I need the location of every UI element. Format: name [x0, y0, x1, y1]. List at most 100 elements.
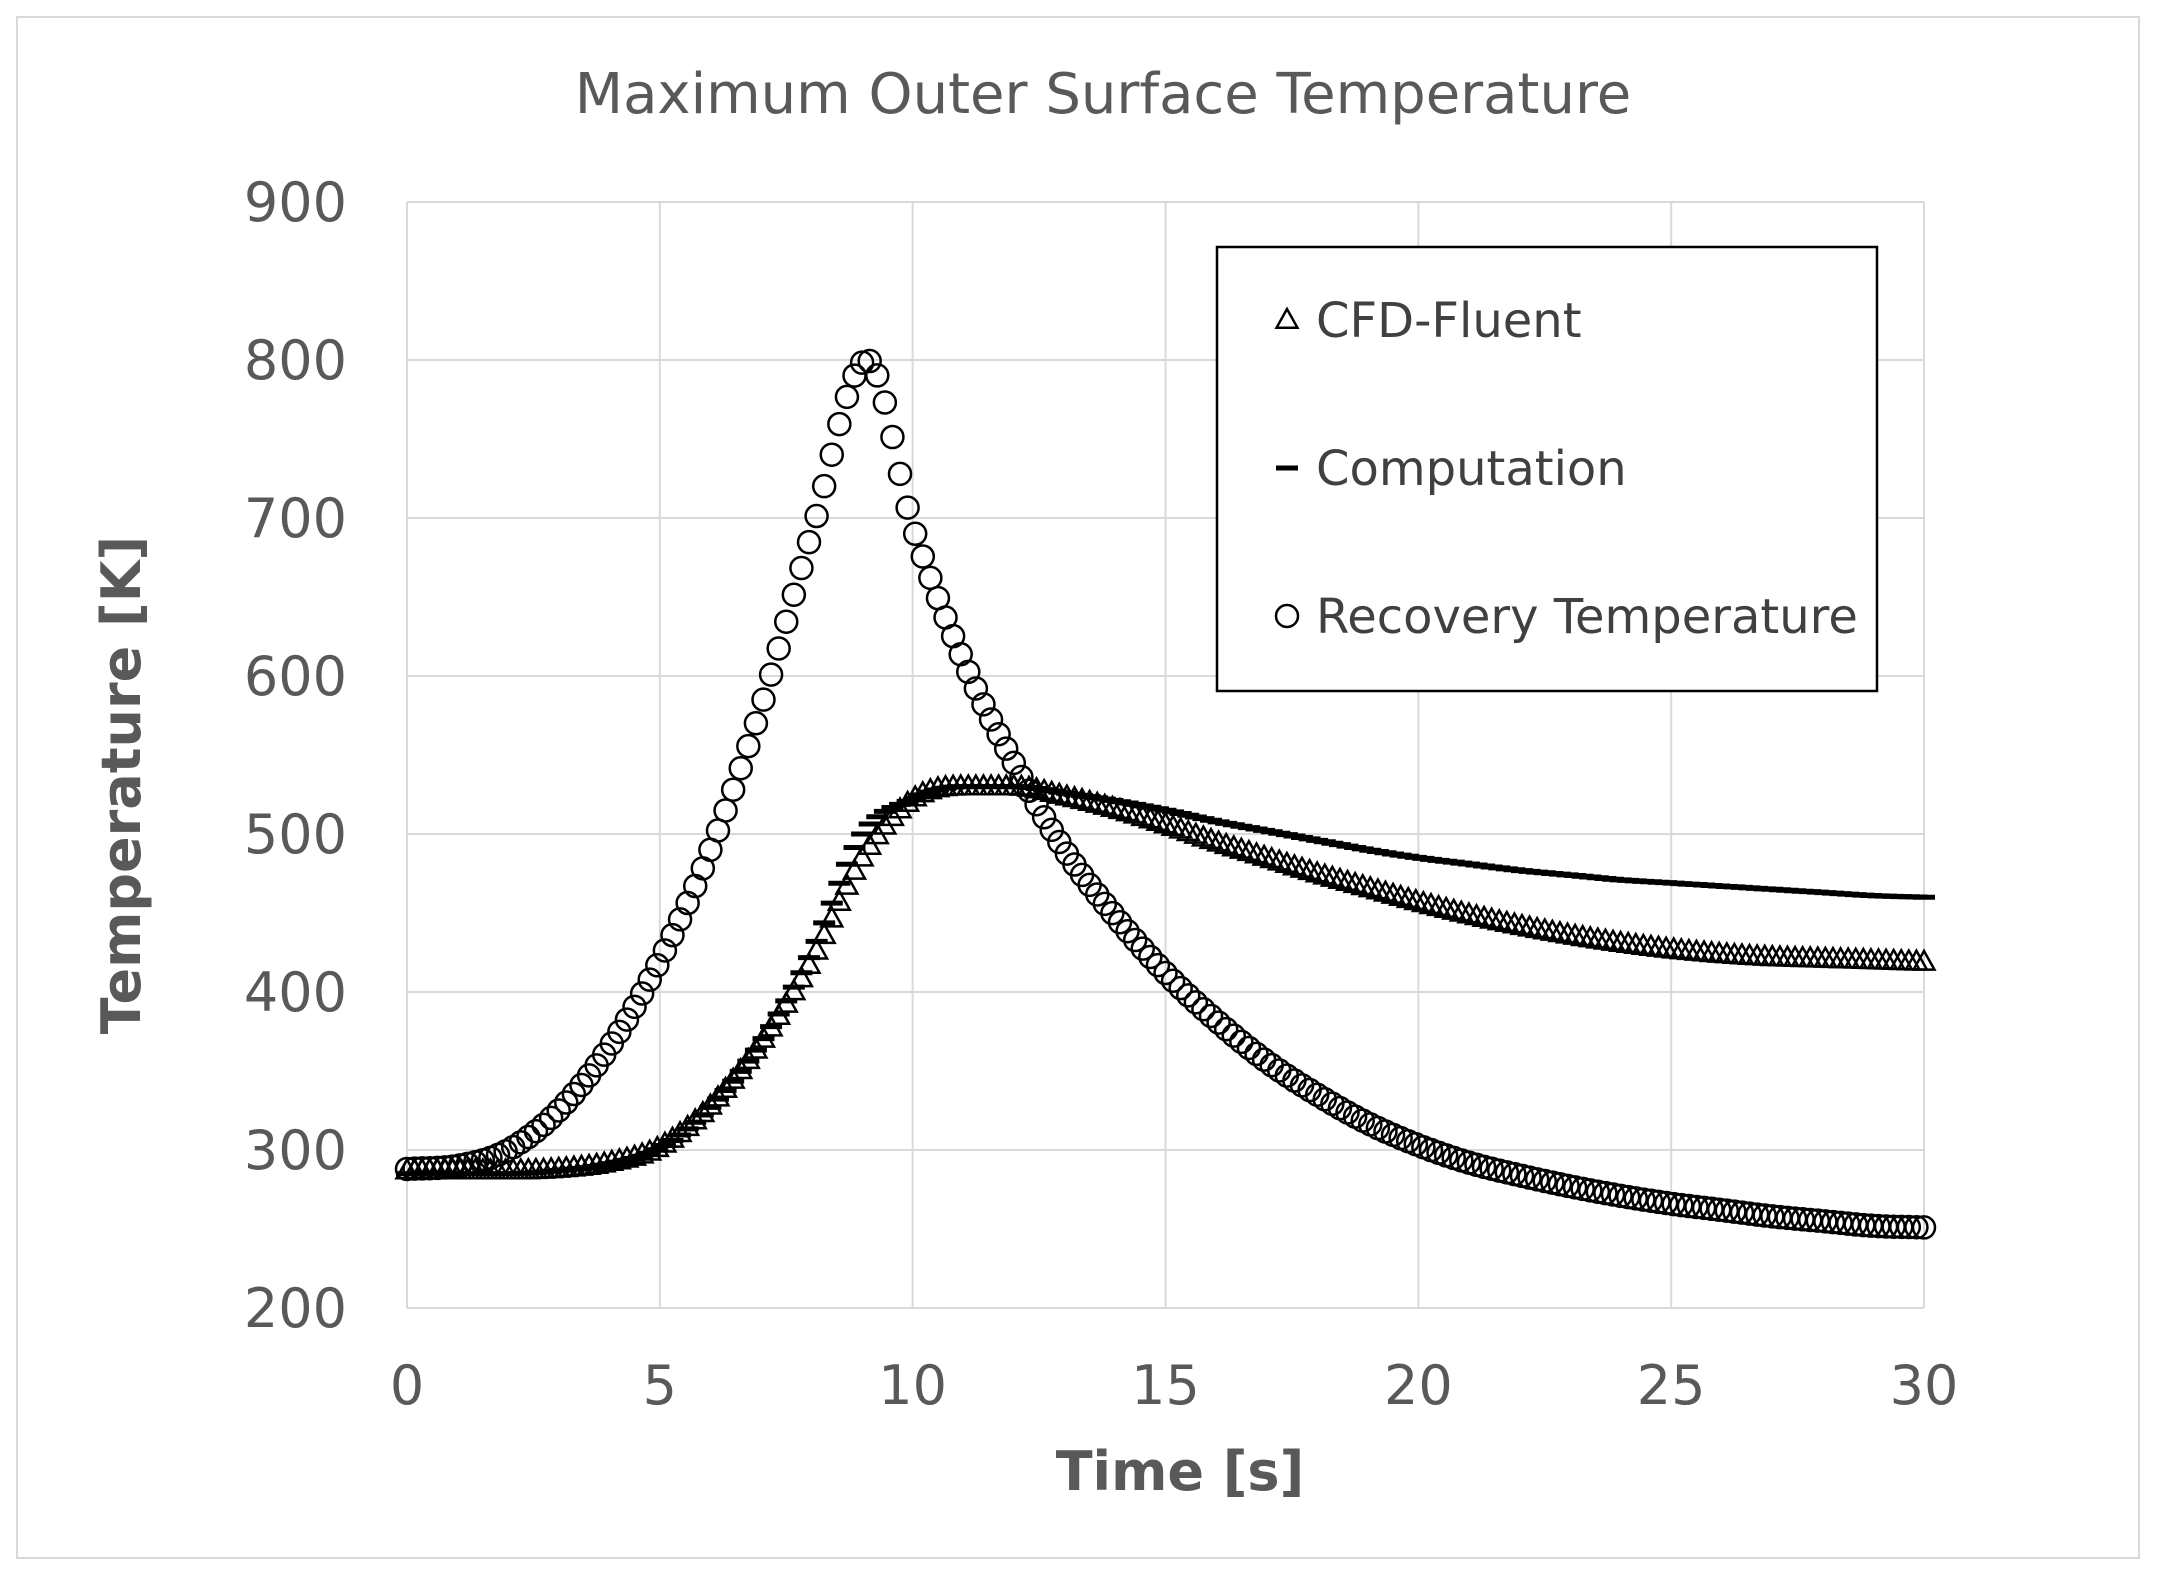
data-point [1365, 877, 1391, 900]
data-point [1274, 1063, 1300, 1088]
data-point [1221, 1023, 1247, 1048]
data-point [1267, 1058, 1292, 1083]
data-point [1479, 906, 1505, 929]
data-point [1342, 870, 1368, 894]
data-point [1152, 810, 1179, 834]
data-point [1145, 952, 1171, 978]
data-point [1191, 997, 1216, 1022]
x-tick-label: 10 [878, 1354, 947, 1417]
data-point [826, 888, 852, 911]
x-tick-label: 15 [1131, 1354, 1200, 1417]
data-point [1244, 1041, 1269, 1067]
data-point [827, 411, 852, 437]
data-point [834, 384, 860, 410]
legend-label: Computation [1316, 441, 1627, 497]
data-point [1243, 841, 1270, 864]
data-point [1016, 778, 1042, 804]
data-point [1380, 881, 1406, 904]
data-point [819, 905, 845, 928]
data-point [1099, 794, 1125, 817]
data-point [1623, 1186, 1649, 1211]
data-point [1130, 936, 1155, 961]
data-point [645, 953, 670, 978]
data-point [629, 981, 655, 1006]
data-point [1153, 960, 1178, 986]
data-point [1206, 1010, 1231, 1035]
data-point [1122, 927, 1148, 953]
data-point [1312, 862, 1338, 885]
data-point [432, 1155, 458, 1180]
data-point [713, 798, 738, 823]
y-tick-label: 800 [244, 329, 347, 392]
data-point [1297, 857, 1323, 881]
data-point [1115, 919, 1140, 944]
data-point [1229, 1029, 1254, 1055]
data-point [986, 721, 1011, 747]
data-point [1145, 808, 1171, 831]
data-point [736, 733, 761, 759]
legend-box [1215, 245, 1879, 693]
data-point [1554, 921, 1581, 944]
x-tick-label: 20 [1384, 1354, 1453, 1417]
legend-label: Recovery Temperature [1316, 589, 1858, 645]
data-point [1334, 868, 1361, 892]
x-tick-label: 5 [643, 1354, 677, 1417]
data-point [1281, 852, 1308, 876]
data-point [1388, 883, 1414, 907]
data-point [1259, 845, 1285, 869]
series-recovery-temperature [394, 348, 1937, 1240]
data-point [1213, 1016, 1239, 1042]
data-point [796, 529, 822, 555]
data-point [1236, 838, 1262, 862]
data-point [1274, 850, 1300, 874]
x-tick-label: 30 [1890, 1354, 1959, 1417]
data-point [1221, 833, 1247, 857]
data-point [1319, 864, 1345, 887]
data-point [1138, 944, 1163, 970]
data-point [1304, 859, 1330, 883]
data-point [1039, 817, 1064, 843]
data-point [1206, 829, 1232, 852]
data-point [956, 659, 981, 685]
data-point [1395, 885, 1421, 909]
data-point [1031, 805, 1057, 830]
data-point [1168, 975, 1193, 1001]
data-point [1024, 791, 1049, 817]
data-point [872, 390, 898, 415]
data-point [554, 1090, 579, 1115]
plot-series [394, 348, 1937, 1240]
data-point [1107, 796, 1133, 820]
data-point [1911, 948, 1937, 971]
data-point [1433, 895, 1459, 919]
data-point [1403, 887, 1429, 911]
data-point [675, 890, 700, 916]
data-point [857, 348, 882, 374]
data-point [758, 662, 784, 687]
data-point [1130, 803, 1156, 827]
y-tick-label: 300 [244, 1119, 347, 1182]
data-point [705, 818, 731, 843]
data-point [1372, 879, 1399, 902]
data-point [1410, 889, 1436, 913]
data-point [1911, 1215, 1937, 1240]
series-computation [396, 784, 1935, 1177]
data-point [789, 555, 814, 581]
data-point [1001, 750, 1027, 776]
data-point [637, 967, 662, 992]
data-point [1213, 831, 1239, 855]
legend: CFD-Fluent Computation Recovery Temperatur… [1215, 245, 1879, 693]
data-point [819, 442, 845, 467]
data-point [1532, 917, 1558, 940]
data-point [1494, 909, 1520, 932]
data-point [1547, 919, 1573, 943]
data-point [751, 687, 776, 712]
data-point [607, 1019, 632, 1045]
data-point [1107, 910, 1133, 935]
data-point [774, 609, 799, 634]
data-point [660, 922, 685, 948]
data-point [1516, 914, 1543, 937]
data-point [1228, 836, 1254, 859]
data-point [1259, 1052, 1284, 1078]
data-point [1896, 1214, 1922, 1240]
data-point [1198, 826, 1224, 850]
